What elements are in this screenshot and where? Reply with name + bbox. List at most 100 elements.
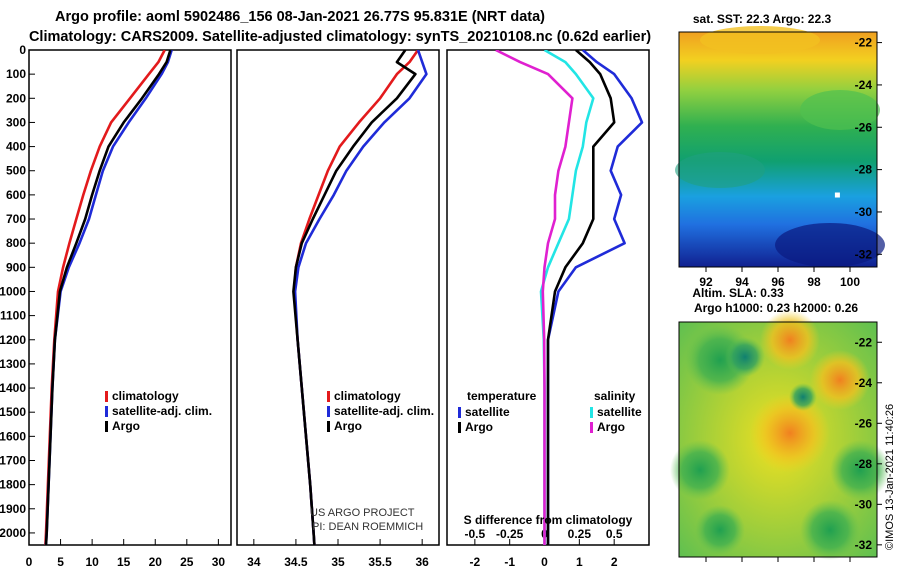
y-tick-label: 500 [6, 164, 26, 178]
sla-high-blob [810, 350, 870, 410]
x-tick-label: 35 [331, 555, 345, 569]
map-y-tick-label: -26 [855, 416, 873, 430]
map-y-tick-label: -32 [855, 247, 873, 261]
sst-map: sat. SST: 22.3 Argo: 22.3 92 94 96 98 100 -2… [675, 12, 885, 289]
sla-map: Altim. SLA: 0.33 Argo h1000: 0.23 h2000:… [670, 286, 890, 562]
x-tick-label: 34.5 [284, 555, 308, 569]
map-y-tick-label: -28 [855, 163, 873, 177]
legend-label: climatology [112, 389, 179, 403]
series-line-s_argo [495, 50, 574, 545]
legend-swatch [327, 406, 330, 417]
y-tick-label: 800 [6, 236, 26, 250]
legend-label: Argo [112, 419, 140, 433]
legend-swatch [458, 422, 461, 433]
x-tick-label-salinity: 0.25 [568, 527, 592, 541]
legend-label: satellite-adj. clim. [334, 404, 434, 418]
difference-xlabel: S difference from climatology [464, 513, 633, 527]
y-tick-label: 1400 [0, 381, 26, 395]
x-tick-label: 0 [26, 555, 33, 569]
x-tick-label-salinity: 0.5 [606, 527, 623, 541]
x-tick-label: 20 [149, 555, 163, 569]
sst-warm-patch [700, 26, 820, 54]
y-tick-label: 1200 [0, 333, 26, 347]
map-x-tick-label: 96 [771, 275, 785, 289]
sla-low-blob [830, 440, 890, 500]
project-annotation: US ARGO PROJECT [310, 507, 415, 519]
imos-credit: ©IMOS 13-Jan-2021 11:40:26 [884, 404, 896, 550]
salinity-panel: 34 34.5 35 35.5 36 climatologysatellite-adj.… [236, 49, 440, 569]
sla-low-blob [800, 500, 860, 560]
map-x-tick-label: 98 [807, 275, 821, 289]
legend-swatch [458, 407, 461, 418]
sst-map-title: sat. SST: 22.3 Argo: 22.3 [693, 12, 832, 26]
temperature-panel: 0 100 200 300 400 500 600 700 800 900 1000 1100 1200… [0, 43, 232, 569]
sla-map-title: Altim. SLA: 0.33 [692, 286, 784, 300]
y-tick-label: 900 [6, 260, 26, 274]
series-line-argo [292, 50, 417, 545]
y-tick-label: 1000 [0, 284, 26, 298]
header-line-1: Argo profile: aoml 5902486_156 08-Jan-20… [55, 9, 545, 25]
x-tick-label: 5 [57, 555, 64, 569]
legend-label: satellite [465, 405, 510, 419]
legend-label: Argo [597, 420, 625, 434]
y-tick-label: 1300 [0, 357, 26, 371]
map-y-tick-label: -22 [855, 36, 873, 50]
temperature-plot-frame [28, 49, 232, 546]
legend-title-temperature: temperature [467, 389, 537, 403]
sla-low-blob [670, 440, 730, 500]
y-tick-label: 1600 [0, 429, 26, 443]
legend-title-salinity: salinity [594, 389, 636, 403]
x-tick-label-salinity: -0.5 [465, 527, 486, 541]
map-x-tick-label: 100 [840, 275, 860, 289]
x-tick-label: 35.5 [368, 555, 392, 569]
y-tick-label: 400 [6, 140, 26, 154]
sla-high-blob [750, 393, 830, 473]
legend-swatch [105, 406, 108, 417]
header-line-2: Climatology: CARS2009. Satellite-adjuste… [29, 29, 651, 45]
map-y-tick-label: -22 [855, 335, 873, 349]
y-tick-label: 700 [6, 212, 26, 226]
x-tick-label-salinity: -0.25 [496, 527, 524, 541]
y-tick-label: 600 [6, 188, 26, 202]
y-tick-label: 100 [6, 67, 26, 81]
argo-float-marker [834, 192, 840, 198]
legend-swatch [590, 407, 593, 418]
map-y-tick-label: -24 [855, 78, 873, 92]
y-tick-label: 200 [6, 91, 26, 105]
sla-high-blob [760, 310, 820, 370]
y-tick-label: 1900 [0, 502, 26, 516]
series-line-t_argo [546, 50, 616, 545]
legend-swatch [105, 391, 108, 402]
x-tick-label: 25 [180, 555, 194, 569]
series-line-argo [44, 50, 172, 545]
legend-label: satellite [597, 405, 642, 419]
sla-low-blob [789, 383, 817, 411]
map-y-tick-label: -28 [855, 457, 873, 471]
sst-cold-patch [775, 223, 885, 267]
x-tick-label: 0 [541, 555, 548, 569]
map-y-tick-label: -24 [855, 376, 873, 390]
sst-green-patch [800, 90, 880, 130]
x-tick-label: -2 [470, 555, 481, 569]
x-tick-label: 30 [212, 555, 226, 569]
legend-swatch [327, 421, 330, 432]
x-tick-label: 36 [415, 555, 429, 569]
map-y-tick-label: -30 [855, 497, 873, 511]
sla-map-subtitle: Argo h1000: 0.23 h2000: 0.26 [694, 301, 858, 315]
map-x-tick-label: 92 [699, 275, 713, 289]
legend-label: satellite-adj. clim. [112, 404, 212, 418]
map-y-tick-label: -26 [855, 120, 873, 134]
legend-swatch [105, 421, 108, 432]
y-tick-label: 1500 [0, 405, 26, 419]
y-tick-label: 2000 [0, 526, 26, 540]
y-tick-label: 1800 [0, 478, 26, 492]
legend-swatch [327, 391, 330, 402]
map-y-tick-label: -30 [855, 205, 873, 219]
y-tick-label: 1100 [0, 309, 26, 323]
sst-teal-patch [675, 152, 765, 188]
y-tick-label: 300 [6, 115, 26, 129]
y-tick-label: 1700 [0, 453, 26, 467]
legend-label: Argo [334, 419, 362, 433]
salinity-plot-frame [236, 49, 440, 546]
map-y-tick-label: -32 [855, 538, 873, 552]
